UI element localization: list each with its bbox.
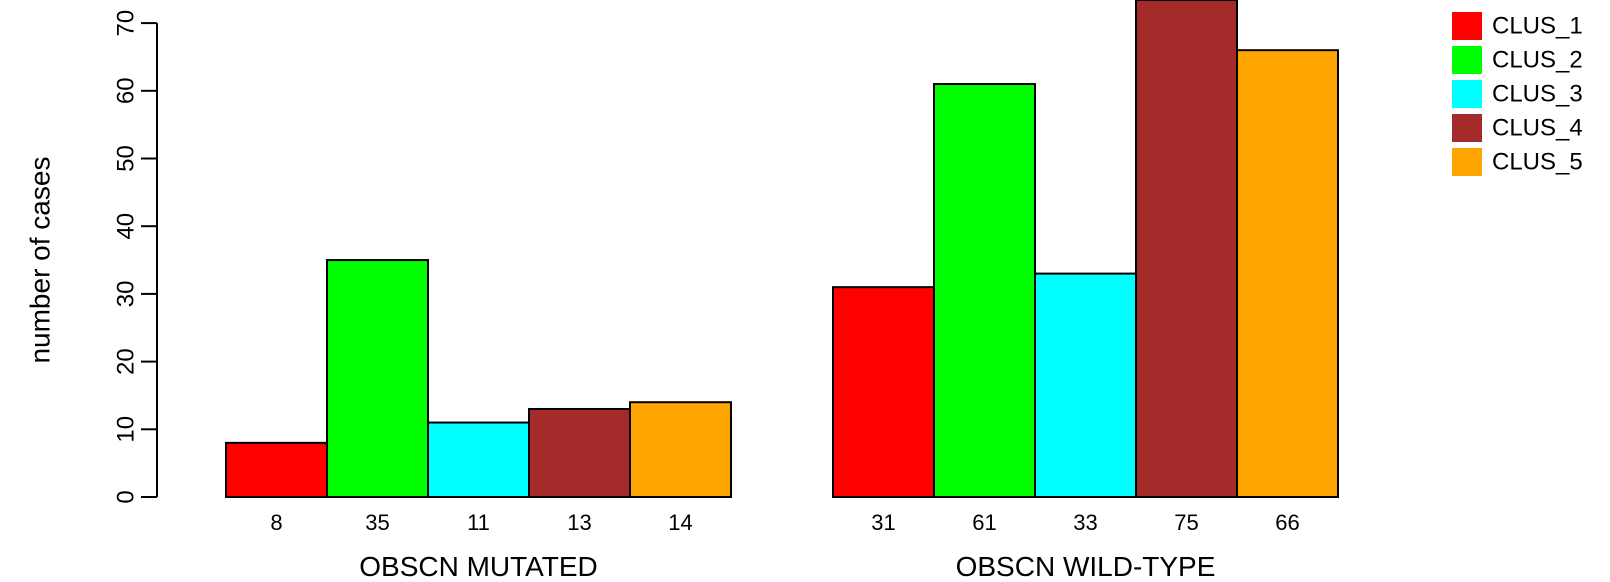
y-tick-label: 50 xyxy=(113,145,140,172)
legend-item: CLUS_3 xyxy=(1452,80,1583,108)
legend-label: CLUS_3 xyxy=(1492,81,1583,108)
legend-item: CLUS_2 xyxy=(1452,46,1583,74)
bars: 8 35 11 13 14 OBSCN MUTATED 31 61 33 75 66 OBSCN WI… xyxy=(225,0,1339,582)
legend-swatch xyxy=(1452,148,1482,176)
y-tick-label: 70 xyxy=(113,10,140,37)
y-axis-title: number of cases xyxy=(25,157,56,364)
group-label: OBSCN MUTATED xyxy=(359,551,598,582)
y-tick-label: 40 xyxy=(113,213,140,240)
bar xyxy=(1034,272,1137,498)
legend-label: CLUS_4 xyxy=(1492,115,1583,142)
y-axis: 0 10 20 30 40 50 60 70 xyxy=(113,10,158,504)
bar-group: 31 61 33 75 66 OBSCN WILD-TYPE xyxy=(832,0,1339,582)
bar-group: 8 35 11 13 14 OBSCN MUTATED xyxy=(225,259,732,582)
bar xyxy=(1236,49,1339,499)
legend-swatch xyxy=(1452,114,1482,142)
legend-label: CLUS_5 xyxy=(1492,149,1583,176)
legend-item: CLUS_1 xyxy=(1452,12,1583,40)
bar-value-label: 33 xyxy=(1073,510,1097,535)
bar-value-label: 61 xyxy=(972,510,996,535)
bar xyxy=(1135,0,1238,498)
legend-swatch xyxy=(1452,12,1482,40)
bar xyxy=(225,441,328,498)
y-tick-label: 10 xyxy=(113,416,140,443)
bar-value-label: 75 xyxy=(1174,510,1198,535)
y-tick-label: 60 xyxy=(113,77,140,104)
y-tick-label: 30 xyxy=(113,281,140,308)
bar-value-label: 14 xyxy=(668,510,692,535)
bar-value-label: 66 xyxy=(1275,510,1299,535)
bar xyxy=(832,286,935,498)
legend: CLUS_1 CLUS_2 CLUS_3 CLUS_4 CLUS_5 xyxy=(1452,12,1583,176)
legend-label: CLUS_2 xyxy=(1492,47,1583,74)
bar xyxy=(427,421,530,498)
bar xyxy=(629,401,732,498)
plot-area: 8 35 11 13 14 OBSCN MUTATED 31 61 33 75 66 OBSCN WI… xyxy=(225,0,1339,582)
legend-swatch xyxy=(1452,80,1482,108)
bar-value-label: 35 xyxy=(365,510,389,535)
y-tick-label: 20 xyxy=(113,348,140,375)
bar xyxy=(933,83,1036,498)
group-label: OBSCN WILD-TYPE xyxy=(956,551,1216,582)
legend-label: CLUS_1 xyxy=(1492,13,1583,40)
bar xyxy=(326,259,429,498)
bar-value-label: 8 xyxy=(270,510,282,535)
bar-value-label: 31 xyxy=(871,510,895,535)
legend-swatch xyxy=(1452,46,1482,74)
legend-item: CLUS_4 xyxy=(1452,114,1583,142)
bar-value-label: 13 xyxy=(567,510,591,535)
legend-item: CLUS_5 xyxy=(1452,148,1583,176)
bar xyxy=(528,407,631,498)
bar-value-label: 11 xyxy=(467,510,490,535)
y-tick-label: 0 xyxy=(113,490,140,503)
